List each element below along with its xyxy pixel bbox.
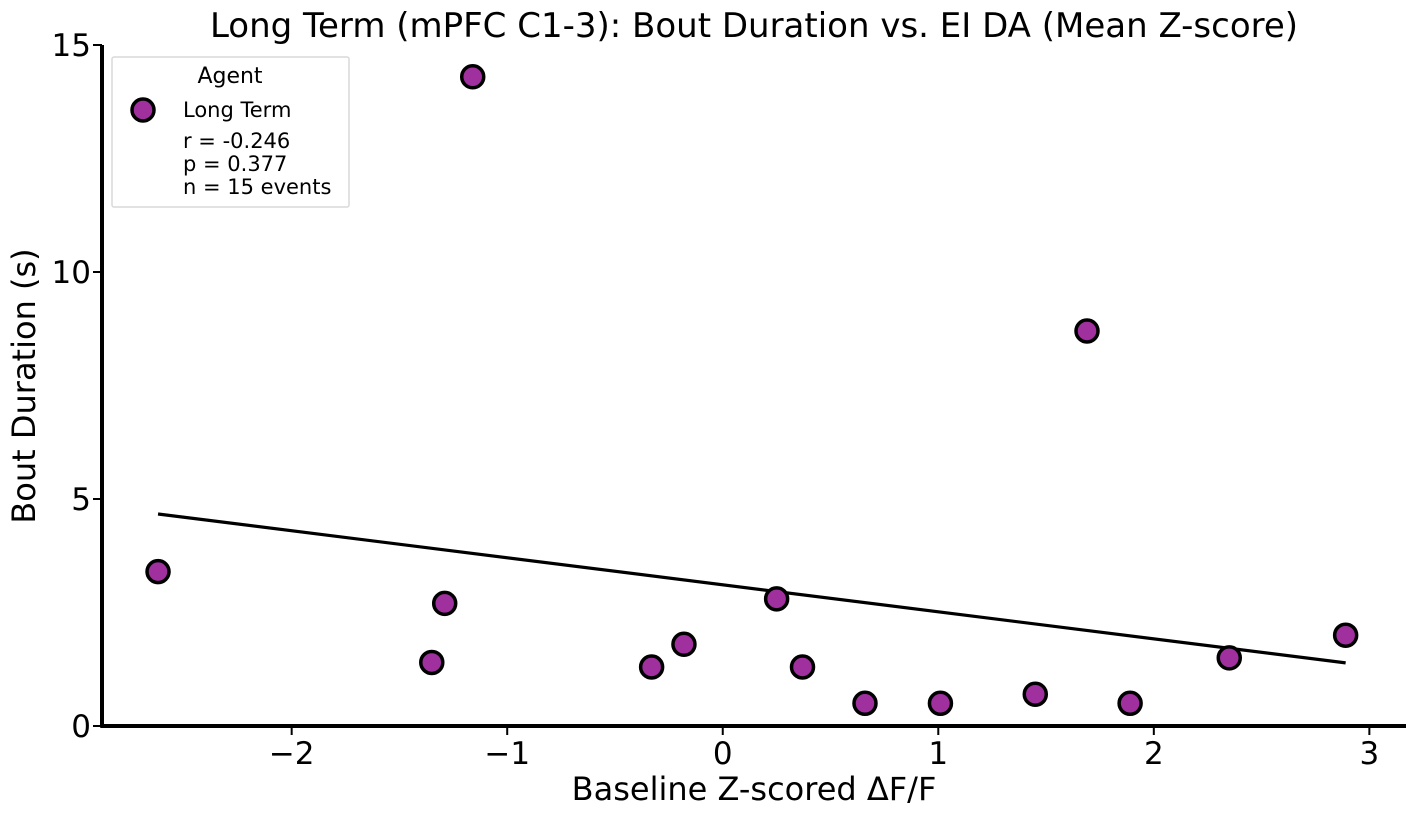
data-point — [459, 64, 486, 90]
x-tick-label: 3 — [1359, 736, 1379, 772]
x-ticks: −2 −1 0 1 2 3 — [269, 726, 1379, 772]
data-point — [1022, 681, 1049, 707]
data-point — [1117, 690, 1143, 717]
chart-title: Long Term (mPFC C1-3): Bout Duration vs.… — [210, 6, 1298, 46]
y-tick-label: 10 — [52, 255, 91, 291]
y-axis-label: Bout Duration (s) — [5, 248, 43, 523]
axes — [100, 45, 1406, 728]
y-ticks: 0 5 10 15 — [52, 28, 102, 745]
data-point — [789, 654, 816, 680]
x-tick-label: 1 — [928, 736, 948, 772]
data-point — [145, 558, 171, 585]
legend: Agent Long Term r = -0.246 p = 0.377 n =… — [111, 56, 350, 208]
legend-frame — [111, 56, 350, 208]
data-point — [1074, 318, 1100, 344]
legend-stat-r: r = -0.246 — [183, 129, 290, 153]
data-point — [927, 690, 954, 717]
data-point — [763, 586, 790, 612]
x-tick-label: 0 — [713, 736, 733, 772]
data-point — [419, 649, 445, 676]
regression-line-group — [157, 512, 1346, 665]
data-points — [145, 64, 1359, 717]
x-axis-label: Baseline Z-scored ΔF/F — [572, 770, 937, 808]
y-tick-label: 5 — [71, 482, 91, 518]
data-point — [671, 631, 697, 658]
legend-entry-label: Long Term — [183, 98, 291, 122]
data-point — [1332, 622, 1359, 648]
legend-stat-p: p = 0.377 — [183, 152, 287, 176]
x-tick-label: −2 — [269, 736, 315, 772]
data-point — [431, 590, 458, 617]
data-point — [852, 690, 878, 717]
legend-stat-n: n = 15 events — [183, 175, 331, 199]
data-point — [1216, 645, 1243, 671]
x-tick-label: −1 — [484, 736, 530, 772]
legend-marker — [130, 97, 156, 123]
y-tick-label: 15 — [52, 28, 91, 64]
x-tick-label: 2 — [1144, 736, 1164, 772]
regression-line — [157, 512, 1346, 665]
data-point — [638, 654, 665, 680]
y-tick-label: 0 — [71, 709, 91, 745]
legend-title: Agent — [197, 64, 262, 89]
